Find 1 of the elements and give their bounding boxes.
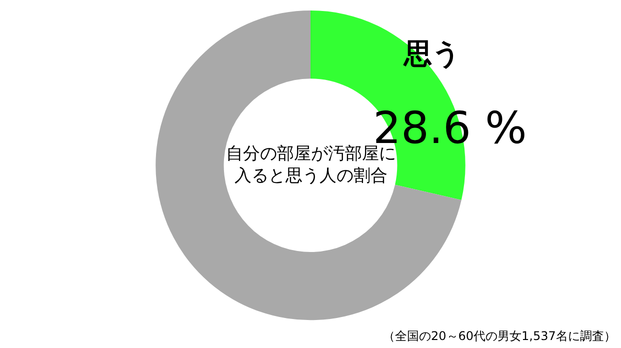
text: （全国の20～60代の男女1,537名に調査）	[383, 329, 616, 343]
